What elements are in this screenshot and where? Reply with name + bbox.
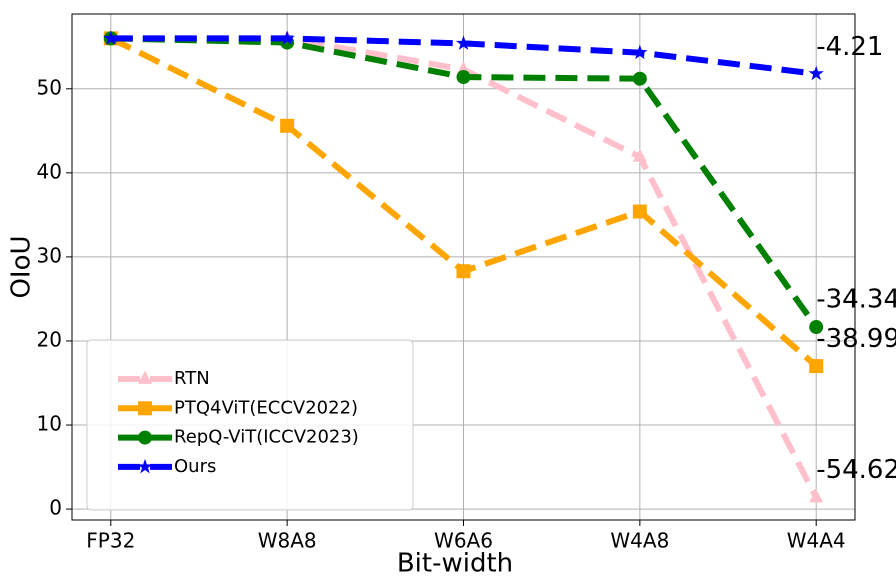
plot-frame — [71, 13, 856, 521]
legend-label: PTQ4ViT(ECCV2022) — [174, 397, 358, 418]
marker — [279, 30, 295, 45]
y-tick-label: 0 — [49, 496, 62, 520]
x-tick-label: W6A6 — [434, 529, 493, 553]
x-axis-label: Bit-width — [397, 549, 513, 578]
y-tick-label: 30 — [37, 243, 62, 267]
annotation: -4.21 — [816, 32, 883, 62]
marker — [809, 489, 824, 503]
x-tick-label: W8A8 — [258, 529, 317, 553]
annotation: -38.99 — [816, 324, 896, 354]
annotation: -34.34 — [816, 284, 896, 314]
x-tick-label: W4A8 — [610, 529, 669, 553]
marker — [809, 320, 824, 335]
y-tick-label: 10 — [37, 412, 62, 436]
marker — [809, 359, 824, 374]
y-tick-label: 50 — [37, 75, 62, 99]
y-tick-label: 40 — [37, 159, 62, 183]
marker — [103, 30, 119, 45]
marker — [280, 118, 295, 133]
marker — [632, 148, 647, 162]
x-tick-label: W4A4 — [787, 529, 846, 553]
marker — [632, 204, 647, 219]
marker — [808, 65, 824, 81]
marker — [456, 264, 471, 279]
marker — [632, 44, 648, 60]
legend-label: RTN — [174, 368, 210, 389]
legend: RTN PTQ4ViT(ECCV2022) RepQ-ViT(ICCV2023) Ou… — [86, 339, 414, 511]
y-axis-label: OIoU — [7, 235, 37, 298]
y-tick-label: 20 — [37, 327, 62, 351]
marker — [138, 430, 152, 445]
x-tick-label: FP32 — [86, 529, 135, 553]
marker — [137, 458, 153, 474]
marker — [632, 71, 647, 86]
marker — [455, 35, 472, 50]
legend-label: RepQ-ViT(ICCV2023) — [174, 427, 359, 448]
legend-label: Ours — [174, 456, 216, 477]
marker — [138, 401, 152, 416]
marker — [138, 370, 152, 384]
marker — [456, 70, 471, 85]
legend-box — [86, 339, 414, 511]
annotation: -54.62 — [816, 455, 896, 485]
